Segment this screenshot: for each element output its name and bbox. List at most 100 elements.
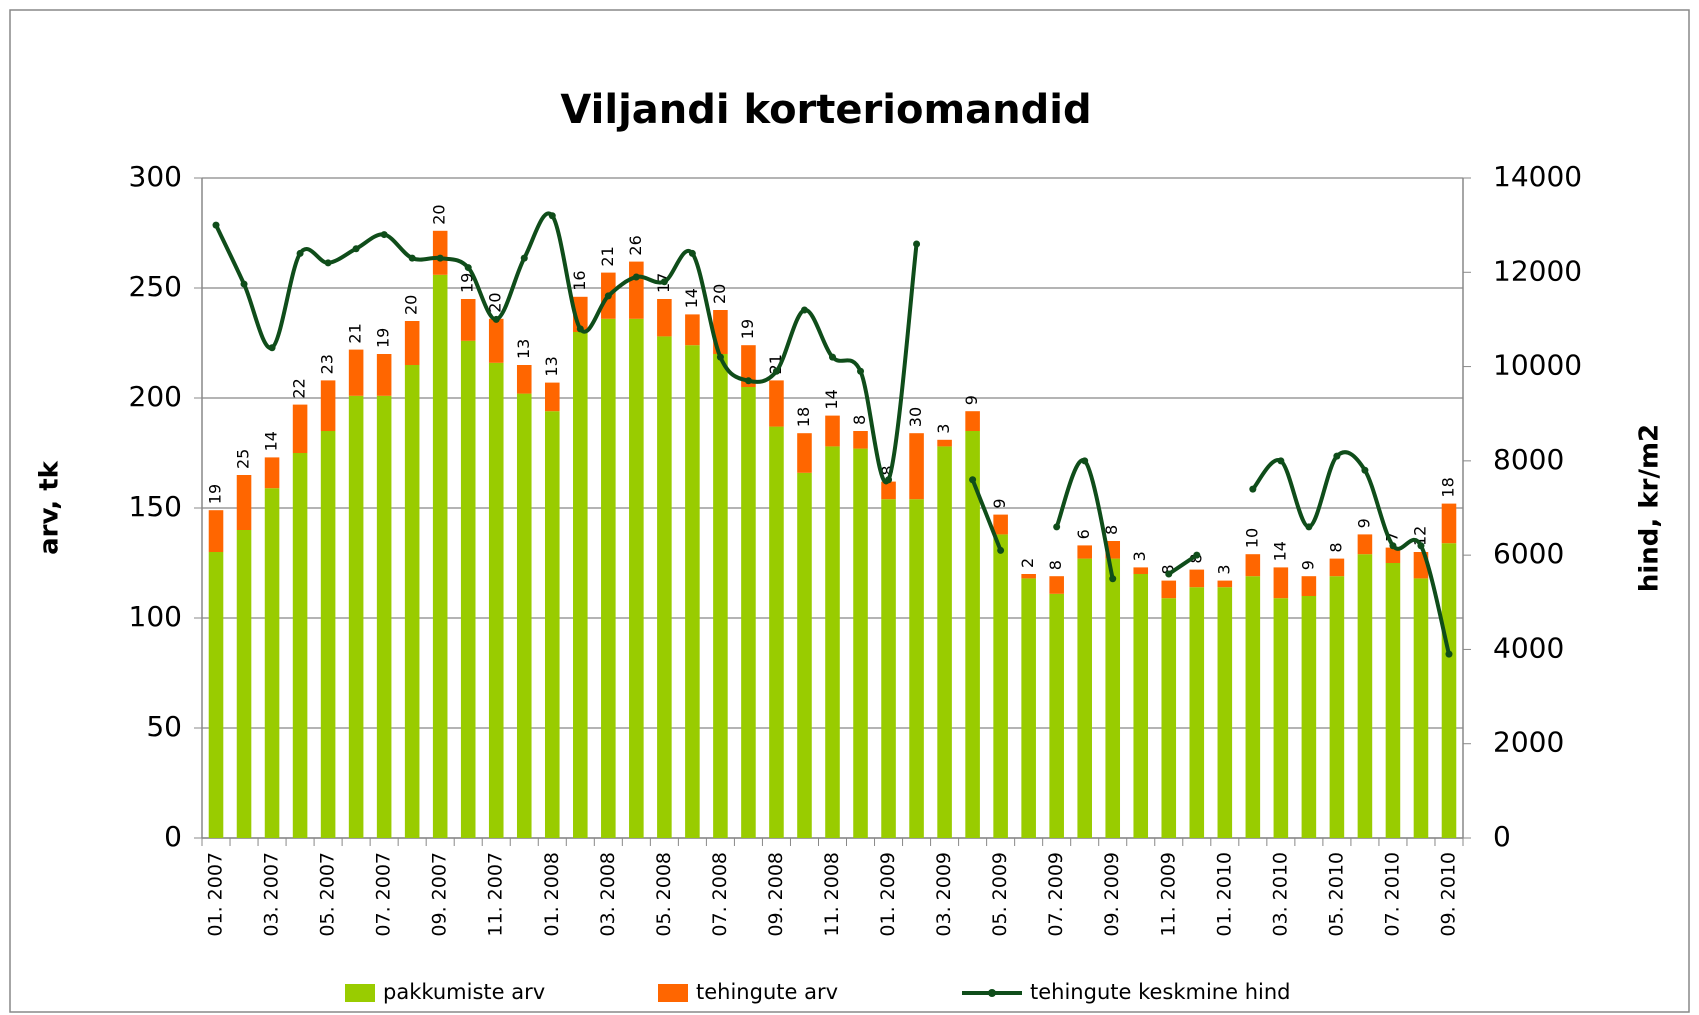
legend-swatch — [345, 984, 375, 1002]
line-marker — [688, 249, 696, 257]
line-marker — [800, 306, 808, 314]
bar-segment — [432, 230, 448, 275]
bar-segment — [769, 426, 784, 838]
bar-segment — [460, 299, 476, 341]
x-tick-label: 11. 2008 — [821, 852, 843, 937]
bar-segment — [1245, 554, 1261, 577]
y2-tick-label: 12000 — [1493, 254, 1582, 287]
x-tick-label: 03. 2010 — [1269, 852, 1291, 937]
bar-segment — [544, 411, 560, 838]
line-marker — [1305, 523, 1313, 531]
line-marker — [380, 231, 388, 239]
line-marker — [324, 259, 332, 267]
bar-segment — [292, 404, 308, 453]
x-tick-label: 03. 2007 — [261, 852, 283, 937]
bar-segment — [1301, 576, 1317, 596]
data-label: 30 — [906, 407, 925, 427]
data-label: 19 — [206, 484, 225, 504]
x-tick-label: 09. 2007 — [429, 852, 451, 937]
data-label: 8 — [878, 465, 897, 475]
x-tick-label: 07. 2010 — [1381, 852, 1403, 937]
y-tick-label: 200 — [129, 380, 182, 413]
bar-segment — [488, 362, 504, 838]
x-tick-label: 01. 2010 — [1213, 852, 1235, 937]
bar-segment — [657, 299, 672, 337]
bar-segment — [629, 261, 644, 319]
legend-swatch — [988, 989, 996, 997]
line-marker — [997, 546, 1005, 554]
bar-segment — [236, 475, 252, 530]
bar-segment — [937, 446, 952, 838]
x-tick-label: 05. 2009 — [989, 852, 1011, 937]
bar-segment — [685, 314, 700, 346]
bar-segment — [1217, 580, 1233, 588]
bar-segment — [1105, 558, 1121, 838]
y2-tick-label: 10000 — [1493, 349, 1582, 382]
data-label: 20 — [402, 295, 421, 315]
data-label: 7 — [1382, 531, 1401, 541]
legend-label: tehingute keskmine hind — [1030, 980, 1291, 1004]
line-marker — [772, 367, 780, 375]
y2-tick-label: 0 — [1493, 820, 1511, 853]
data-label: 21 — [766, 354, 785, 374]
data-label: 18 — [1438, 477, 1457, 497]
data-label: 8 — [1158, 564, 1177, 574]
x-tick-label: 11. 2007 — [485, 852, 507, 937]
data-label: 18 — [794, 407, 813, 427]
data-label: 21 — [598, 246, 617, 266]
data-label: 13 — [542, 356, 561, 376]
data-label: 9 — [1298, 560, 1317, 570]
y-tick-label: 50 — [146, 710, 182, 743]
line-marker — [660, 278, 668, 286]
data-label: 25 — [234, 449, 253, 469]
x-tick-label: 11. 2009 — [1157, 852, 1179, 937]
line-marker — [1053, 523, 1061, 531]
line-marker — [268, 344, 276, 352]
bar-segment — [292, 453, 308, 838]
y2-tick-label: 2000 — [1493, 726, 1564, 759]
line-marker — [520, 254, 528, 262]
y2-tick-label: 8000 — [1493, 443, 1564, 476]
data-label: 14 — [1270, 541, 1289, 561]
bar-segment — [909, 433, 924, 500]
y2-tick-label: 14000 — [1493, 160, 1582, 193]
bar-segment — [1273, 598, 1289, 838]
data-label: 8 — [1326, 542, 1345, 552]
line — [970, 478, 1003, 552]
data-label: 13 — [514, 339, 533, 359]
x-tick-label: 07. 2008 — [709, 852, 731, 937]
bar-segment — [348, 349, 364, 396]
bar-segment — [1189, 587, 1205, 838]
bar-segment — [264, 488, 280, 838]
line-marker — [744, 377, 752, 385]
y2-axis-title: hind, kr/m2 — [1635, 424, 1665, 592]
line-marker — [212, 221, 220, 229]
bar-segment — [825, 446, 840, 838]
y-tick-label: 250 — [129, 270, 182, 303]
x-tick-label: 03. 2009 — [933, 852, 955, 937]
bar-segment — [1329, 576, 1345, 838]
x-tick-label: 01. 2008 — [541, 852, 563, 937]
line-marker — [885, 476, 893, 484]
x-tick-label: 05. 2010 — [1325, 852, 1347, 937]
x-tick-label: 09. 2009 — [1101, 852, 1123, 937]
line-marker — [1333, 452, 1341, 460]
y-axis-title: arv, tk — [35, 460, 65, 555]
chart-title: Viljandi korteriomandid — [560, 87, 1091, 133]
bar-segment — [1357, 554, 1373, 838]
data-label: 9 — [990, 498, 1009, 508]
data-label: 8 — [1046, 560, 1065, 570]
data-label: 3 — [1214, 564, 1233, 574]
line-marker — [969, 476, 977, 484]
line-marker — [1389, 542, 1397, 550]
data-label: 10 — [1242, 528, 1261, 548]
bar-segment — [657, 336, 672, 838]
bar-segment — [853, 431, 868, 449]
bar-segment — [853, 448, 868, 838]
y-tick-label: 300 — [129, 160, 182, 193]
x-tick-label: 05. 2008 — [653, 852, 675, 937]
bar-segment — [1413, 578, 1429, 838]
data-label: 9 — [962, 395, 981, 405]
legend-swatch — [658, 984, 688, 1002]
bar-segment — [1385, 547, 1401, 563]
